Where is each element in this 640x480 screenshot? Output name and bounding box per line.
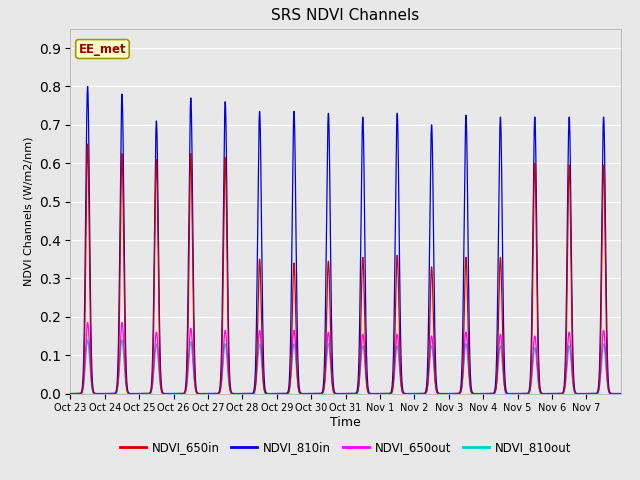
Legend: NDVI_650in, NDVI_810in, NDVI_650out, NDVI_810out: NDVI_650in, NDVI_810in, NDVI_650out, NDV… bbox=[115, 436, 576, 459]
Y-axis label: NDVI Channels (W/m2/nm): NDVI Channels (W/m2/nm) bbox=[23, 136, 33, 286]
Text: EE_met: EE_met bbox=[79, 43, 126, 56]
Title: SRS NDVI Channels: SRS NDVI Channels bbox=[271, 9, 420, 24]
X-axis label: Time: Time bbox=[330, 416, 361, 429]
